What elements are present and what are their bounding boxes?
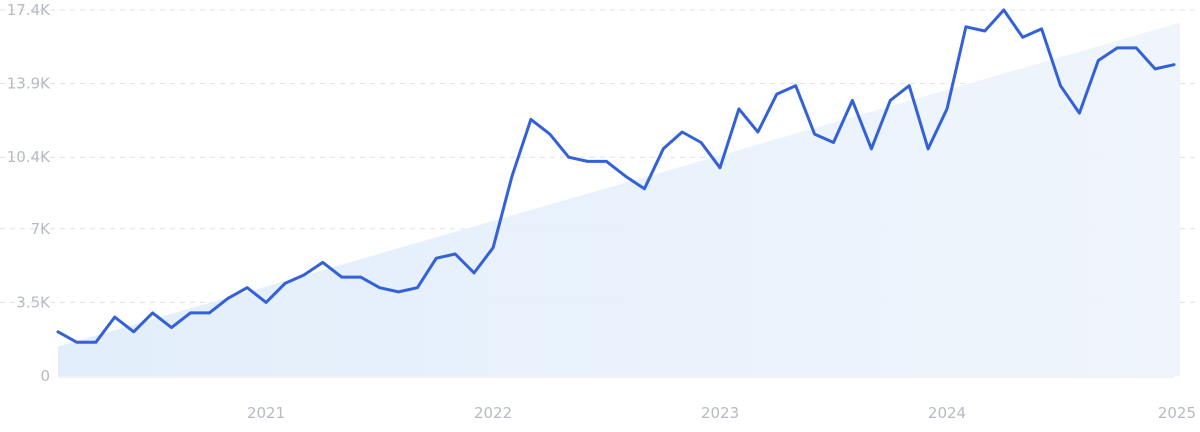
y-tick-label: 3.5K (16, 293, 51, 311)
series-line (56, 8, 1176, 344)
x-tick-label: 2024 (928, 404, 966, 422)
x-tick-label: 2023 (701, 404, 739, 422)
x-tick-label: 2022 (474, 404, 512, 422)
y-tick-label: 10.4K (7, 148, 51, 166)
y-tick-label: 0 (40, 367, 50, 385)
x-tick-label: 2021 (247, 404, 285, 422)
x-axis-tick-labels: 2021 2022 2023 2024 2025 (247, 404, 1196, 422)
x-tick-label: 2025 (1158, 404, 1196, 422)
y-tick-label: 17.4K (7, 1, 51, 19)
y-tick-label: 7K (31, 220, 52, 238)
y-axis-tick-labels: 0 3.5K 7K 10.4K 13.9K 17.4K (7, 1, 51, 385)
trend-area (58, 22, 1180, 376)
y-tick-label: 13.9K (7, 75, 51, 93)
